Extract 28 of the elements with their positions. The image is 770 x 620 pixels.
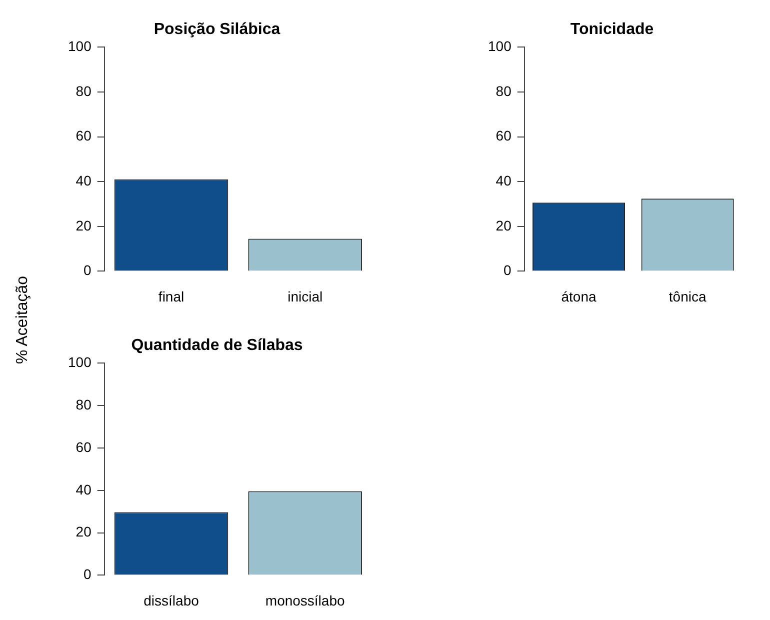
y-axis-title: % Aceitação xyxy=(14,276,32,364)
y-tick-label: 40 xyxy=(496,172,512,188)
y-tick-label: 80 xyxy=(76,396,92,412)
y-tick-label: 20 xyxy=(76,524,92,540)
y-tick-label: 60 xyxy=(76,128,92,144)
x-tick-label: inicial xyxy=(288,288,323,304)
chart-title: Tonicidade xyxy=(570,21,654,38)
x-tick-label: tônica xyxy=(668,288,706,304)
y-tick-label: 20 xyxy=(76,217,92,234)
y-tick-label: 60 xyxy=(76,438,92,455)
y-tick-label: 0 xyxy=(504,262,512,278)
x-tick-label: dissílabo xyxy=(144,592,200,608)
y-tick-label: 80 xyxy=(496,82,512,99)
y-tick-label: 0 xyxy=(84,262,92,278)
x-tick-label: átona xyxy=(561,288,596,304)
x-tick-label: final xyxy=(158,288,184,304)
y-tick-label: 80 xyxy=(76,82,92,99)
y-tick-label: 40 xyxy=(76,481,92,498)
y-tick-label: 20 xyxy=(496,217,512,234)
chart-title: Quantidade de Sílabas xyxy=(131,337,303,354)
y-tick-label: 0 xyxy=(84,566,92,582)
y-tick-label: 100 xyxy=(68,38,92,54)
x-tick-label: monossílabo xyxy=(265,592,345,608)
y-tick-label: 100 xyxy=(488,38,512,54)
chart-title: Posição Silábica xyxy=(154,21,280,38)
y-tick-label: 60 xyxy=(496,128,512,144)
y-tick-label: 100 xyxy=(68,354,92,370)
y-tick-label: 40 xyxy=(76,172,92,188)
